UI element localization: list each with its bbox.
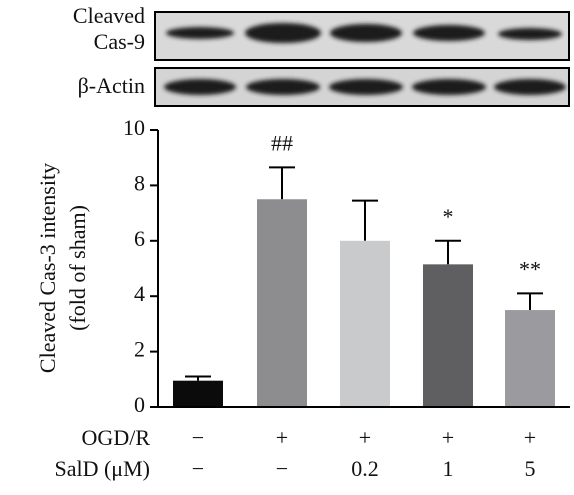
blot-label: Cleaved bbox=[73, 3, 145, 28]
significance-label: ** bbox=[519, 256, 541, 281]
bar bbox=[340, 240, 390, 407]
bar bbox=[257, 199, 307, 407]
bar bbox=[505, 310, 555, 407]
row-value: 0.2 bbox=[351, 456, 379, 481]
row-value: + bbox=[442, 425, 454, 450]
significance-label: * bbox=[443, 204, 454, 229]
y-tick-label: 6 bbox=[134, 226, 145, 251]
row-label: OGD/R bbox=[82, 425, 151, 450]
row-value: − bbox=[276, 456, 288, 481]
blot-label: Cas-9 bbox=[94, 29, 145, 54]
blot-image bbox=[154, 67, 570, 107]
row-value: − bbox=[192, 456, 204, 481]
bar bbox=[173, 380, 223, 407]
row-value: − bbox=[192, 425, 204, 450]
blot-label: β-Actin bbox=[78, 73, 145, 98]
y-tick-label: 4 bbox=[134, 281, 145, 306]
y-tick-label: 10 bbox=[123, 115, 145, 140]
significance-label: ## bbox=[271, 130, 293, 155]
y-tick-label: 2 bbox=[134, 337, 145, 362]
y-axis-label: (fold of sham) bbox=[65, 205, 90, 331]
row-value: + bbox=[359, 425, 371, 450]
blot-image bbox=[154, 11, 570, 61]
row-value: + bbox=[276, 425, 288, 450]
bar bbox=[423, 264, 473, 407]
y-tick-label: 0 bbox=[134, 392, 145, 417]
row-value: 5 bbox=[525, 456, 536, 481]
row-value: 1 bbox=[443, 456, 454, 481]
row-value: + bbox=[524, 425, 536, 450]
row-label: SalD (μM) bbox=[54, 456, 150, 481]
y-axis-label: Cleaved Cas-3 intensity bbox=[35, 163, 60, 373]
y-tick-label: 8 bbox=[134, 170, 145, 195]
